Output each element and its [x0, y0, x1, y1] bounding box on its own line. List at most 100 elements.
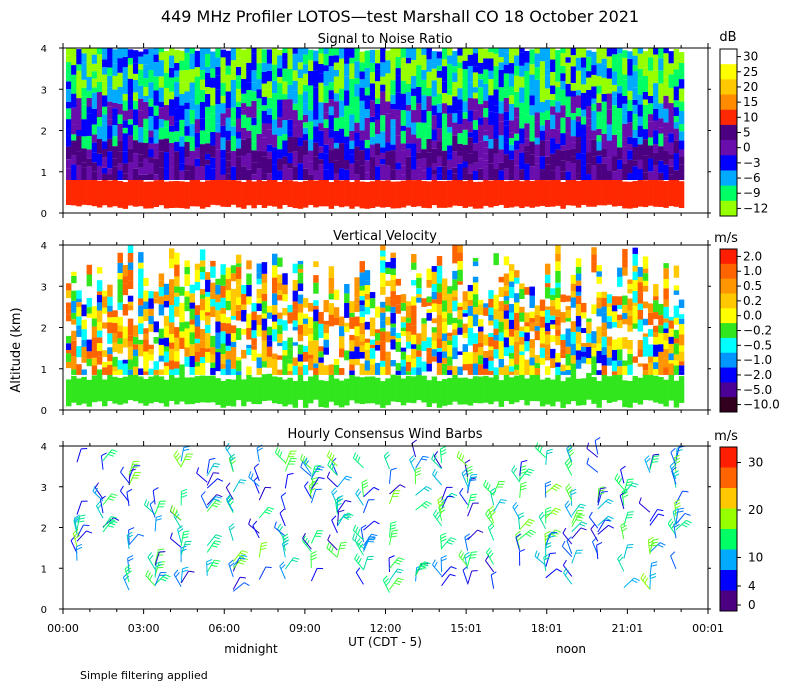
velocity-cell: [503, 273, 510, 286]
wind-barb-flag: [543, 553, 550, 558]
snr-cell: [421, 54, 427, 70]
y-tick-label: 2: [41, 524, 47, 535]
wind-barb-flag: [309, 487, 316, 492]
wind-barb-flag: [279, 561, 285, 567]
snr-cell: [282, 81, 288, 95]
snr-cell: [601, 163, 608, 180]
wind-barb: [675, 519, 687, 531]
wind-barb-flag: [440, 555, 447, 559]
velocity-cell: [503, 337, 510, 348]
snr-cell: [107, 168, 113, 175]
velocity-cell: [483, 334, 489, 346]
wind-barb-flag: [394, 561, 401, 565]
snr-cell: [498, 69, 505, 88]
velocity-cell: [369, 317, 376, 328]
wind-barb-flag: [433, 471, 438, 477]
velocity-cell: [488, 290, 494, 299]
snr-cell: [76, 70, 82, 84]
velocity-cell: [668, 363, 674, 375]
velocity-cell: [411, 315, 417, 326]
velocity-cell: [447, 302, 453, 314]
snr-cell: [390, 158, 396, 170]
wind-barb: [326, 476, 338, 488]
wind-barb: [649, 456, 654, 471]
snr-cell: [478, 141, 484, 159]
wind-barb-flag: [464, 459, 471, 464]
snr-cell: [678, 164, 685, 174]
snr-cell: [205, 153, 211, 160]
wind-barb: [614, 478, 625, 490]
velocity-cell: [210, 347, 216, 355]
snr-cell: [431, 80, 438, 97]
snr-cell: [292, 110, 299, 126]
snr-cell: [169, 115, 175, 126]
velocity-cell: [220, 363, 226, 369]
snr-cell: [421, 48, 427, 55]
snr-cell: [668, 74, 674, 88]
snr-cell: [539, 48, 546, 62]
snr-cell: [230, 79, 237, 96]
velocity-cell: [344, 378, 350, 406]
velocity-cell: [323, 333, 329, 340]
snr-cell: [66, 81, 72, 90]
velocity-cell: [261, 361, 268, 368]
snr-cell: [452, 81, 458, 97]
snr-cell: [344, 120, 350, 137]
snr-cell: [467, 132, 474, 138]
velocity-cell: [76, 307, 82, 317]
snr-cell: [210, 99, 216, 106]
snr-cell: [225, 152, 232, 161]
velocity-cell: [514, 270, 520, 278]
wind-barb: [170, 510, 182, 521]
snr-cell: [555, 66, 561, 82]
snr-cell: [570, 90, 577, 97]
velocity-cell: [503, 285, 510, 291]
wind-barb: [649, 575, 651, 590]
snr-cell: [390, 48, 396, 54]
velocity-cell: [493, 349, 499, 359]
velocity-cell: [76, 316, 82, 326]
velocity-cell: [359, 341, 365, 346]
velocity-cell: [205, 296, 211, 308]
snr-cell: [596, 135, 602, 142]
wind-barb-flag: [631, 579, 638, 584]
velocity-cell: [138, 274, 144, 287]
snr-cell: [251, 91, 257, 101]
velocity-cell: [364, 280, 371, 286]
velocity-cell: [179, 302, 185, 315]
snr-heatmap: [66, 48, 685, 209]
snr-cell: [344, 90, 350, 106]
velocity-cell: [596, 297, 602, 302]
velocity-cell: [441, 333, 448, 341]
snr-cell: [673, 100, 680, 108]
snr-cell: [586, 56, 592, 72]
velocity-cell: [555, 309, 561, 317]
snr-cell: [277, 76, 283, 84]
snr-cell: [426, 138, 432, 153]
snr-cell: [457, 55, 463, 63]
wind-barb: [545, 568, 557, 579]
velocity-cell: [596, 343, 602, 351]
snr-cell: [344, 159, 350, 170]
wind-barb-flag: [385, 454, 391, 460]
velocity-cell: [375, 345, 381, 351]
velocity-cell: [297, 312, 304, 325]
snr-cell: [514, 55, 520, 66]
velocity-cell: [318, 346, 324, 352]
wind-barb-flag: [620, 521, 627, 526]
snr-cell: [132, 73, 139, 81]
snr-cell: [132, 153, 139, 169]
velocity-cell: [313, 329, 319, 341]
snr-cell: [210, 157, 216, 169]
wind-barb: [669, 466, 677, 480]
snr-cell: [169, 155, 175, 168]
snr-cell: [241, 155, 247, 167]
snr-cell: [550, 48, 556, 60]
velocity-cell: [96, 330, 103, 338]
wind-barb-flag: [477, 529, 484, 533]
wind-barb: [173, 515, 182, 529]
wind-barb-flag: [421, 504, 428, 509]
velocity-cell: [148, 349, 154, 355]
velocity-cell: [220, 331, 226, 344]
velocity-cell: [102, 367, 108, 375]
